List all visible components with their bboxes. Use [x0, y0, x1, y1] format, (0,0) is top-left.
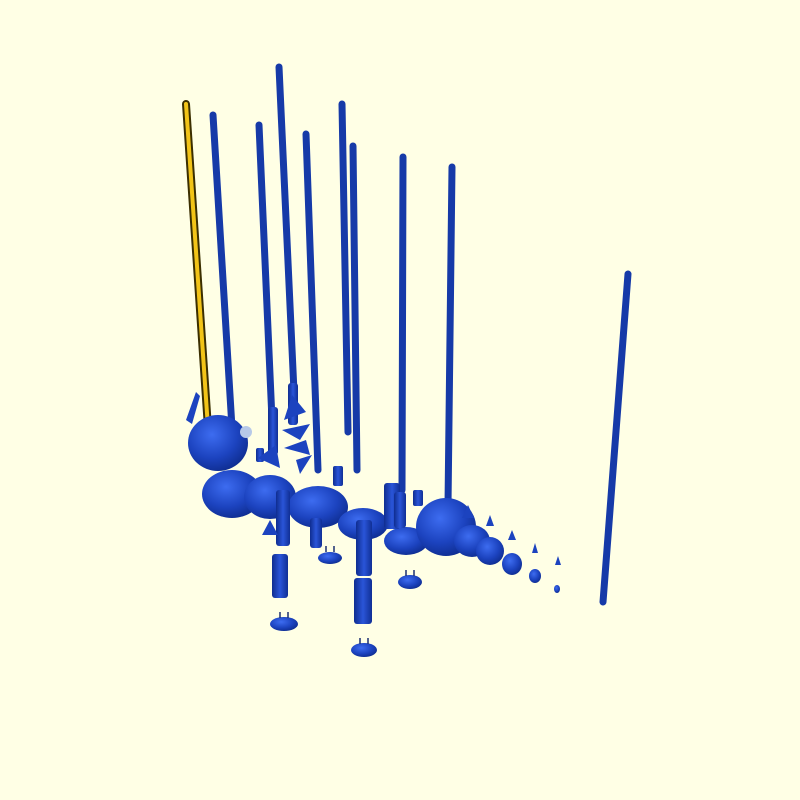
rod [338, 100, 352, 436]
rod [444, 163, 456, 509]
spike [284, 440, 310, 455]
leg [354, 578, 372, 624]
spike [508, 530, 516, 540]
spike [555, 556, 561, 565]
leg [394, 492, 406, 528]
spike [186, 392, 200, 424]
rod [302, 130, 322, 474]
spikes [186, 392, 561, 565]
rod [255, 121, 276, 424]
markers [279, 546, 415, 644]
leg [276, 490, 290, 546]
rod [275, 63, 298, 396]
spike [262, 520, 278, 535]
foot [398, 575, 422, 589]
leg [413, 490, 423, 506]
leg [268, 407, 278, 455]
segment [502, 553, 522, 575]
spike [258, 445, 280, 468]
rod [599, 270, 632, 606]
leg [272, 554, 288, 598]
spike [282, 424, 310, 440]
leg [333, 466, 343, 486]
small-sphere [240, 426, 252, 438]
leg [356, 520, 372, 576]
leg [310, 518, 322, 548]
foot [318, 552, 342, 564]
segment [554, 585, 560, 593]
rod [209, 111, 236, 432]
segment [288, 486, 348, 528]
spike [462, 505, 474, 518]
spike [486, 515, 494, 526]
spike [532, 543, 538, 553]
segment [476, 537, 504, 565]
head-sphere [188, 415, 248, 471]
segment [529, 569, 541, 583]
spike [296, 455, 312, 474]
body-chain [188, 415, 560, 593]
feet [270, 552, 422, 657]
rod [398, 153, 407, 494]
vertical-rods [209, 63, 632, 606]
selected-rod[interactable] [182, 100, 212, 432]
rod [349, 142, 361, 474]
foot [270, 617, 298, 631]
foot [351, 643, 377, 657]
spike [284, 395, 306, 420]
